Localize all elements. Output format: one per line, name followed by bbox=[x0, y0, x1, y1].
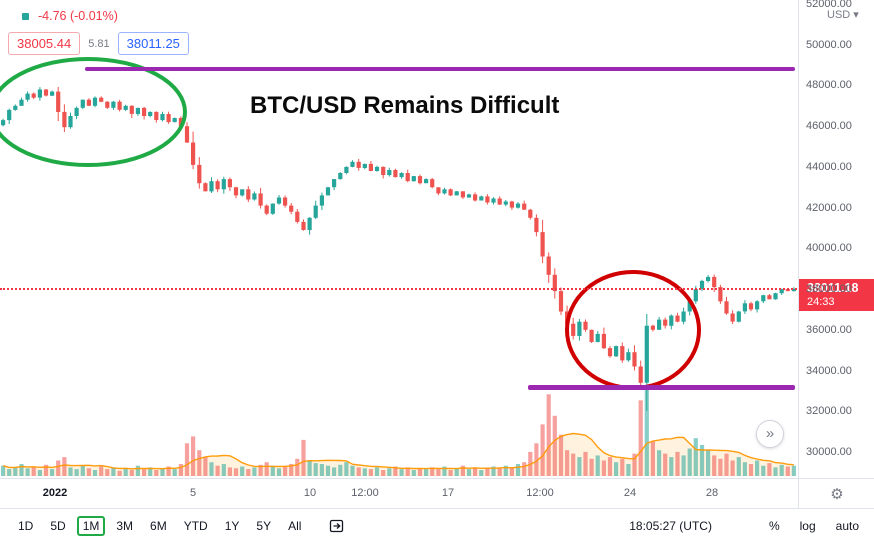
axis-corner-cell: ⚙ bbox=[798, 478, 874, 509]
chart-plot-area[interactable]: BTC/USD Remains Difficult -4.76 (-0.01%)… bbox=[0, 0, 798, 478]
range-button-1d[interactable]: 1D bbox=[12, 516, 39, 536]
series-marker-icon bbox=[22, 12, 29, 20]
price-axis-label: 52000.00 bbox=[806, 0, 852, 10]
price-axis[interactable]: USD ▾ 38011.18 24:33 52000.00 50000.00 480… bbox=[798, 0, 874, 478]
price-axis-label: 50000.00 bbox=[806, 39, 852, 51]
percent-scale-button[interactable]: % bbox=[766, 517, 783, 535]
time-axis-label: 10 bbox=[303, 487, 317, 499]
time-axis-label: 12:00 bbox=[526, 487, 554, 499]
spread-value: 5.81 bbox=[88, 37, 110, 50]
price-axis-label: 32000.00 bbox=[806, 405, 852, 417]
price-axis-label: 36000.00 bbox=[806, 324, 852, 336]
chevron-down-icon: ▾ bbox=[853, 9, 859, 21]
time-axis-label: 24 bbox=[623, 487, 637, 499]
range-button-1y[interactable]: 1Y bbox=[219, 516, 246, 536]
time-axis-label: 17 bbox=[441, 487, 455, 499]
range-button-5d[interactable]: 5D bbox=[44, 516, 71, 536]
clock-utc[interactable]: 18:05:27 (UTC) bbox=[629, 518, 712, 533]
support-line-annotation bbox=[528, 385, 795, 390]
currency-dropdown[interactable]: USD ▾ bbox=[827, 8, 859, 22]
time-axis-label: 2022 bbox=[42, 487, 68, 499]
bottom-toolbar: 1D 5D 1M 3M 6M YTD 1Y 5Y All 18:05:27 (UTC) % lo… bbox=[0, 508, 874, 542]
price-axis-label: 44000.00 bbox=[806, 161, 852, 173]
candlestick-volume-canvas[interactable] bbox=[0, 0, 798, 478]
price-axis-label: 34000.00 bbox=[806, 365, 852, 377]
price-axis-label: 30000.00 bbox=[806, 446, 852, 458]
log-scale-button[interactable]: log bbox=[797, 517, 819, 535]
range-button-1m[interactable]: 1M bbox=[77, 516, 106, 536]
range-button-all[interactable]: All bbox=[282, 516, 307, 536]
price-axis-label: 38000.00 bbox=[806, 283, 852, 295]
time-axis[interactable]: 2022 5 10 12:00 17 12:00 24 28 bbox=[0, 478, 798, 509]
range-button-6m[interactable]: 6M bbox=[144, 516, 173, 536]
time-axis-label: 28 bbox=[705, 487, 719, 499]
current-price-label: 38011.18 24:33 bbox=[799, 279, 874, 311]
price-change-text: -4.76 (-0.01%) bbox=[38, 9, 118, 23]
settings-gear-icon[interactable]: ⚙ bbox=[830, 486, 844, 503]
bid-ask-row: 38005.44 5.81 38011.25 bbox=[8, 32, 189, 55]
scroll-to-latest-button[interactable]: » bbox=[756, 420, 784, 448]
go-to-date-icon[interactable] bbox=[328, 517, 345, 534]
toolbar-right-group: 18:05:27 (UTC) % log auto bbox=[629, 517, 862, 535]
current-price-value: 38011.18 bbox=[807, 281, 859, 295]
price-change-row: -4.76 (-0.01%) bbox=[22, 9, 118, 23]
current-price-dotted-line bbox=[0, 288, 797, 290]
price-axis-label: 46000.00 bbox=[806, 120, 852, 132]
range-button-5y[interactable]: 5Y bbox=[250, 516, 277, 536]
buy-ask-button[interactable]: 38011.25 bbox=[117, 32, 189, 55]
sell-bid-button[interactable]: 38005.44 bbox=[8, 32, 81, 55]
price-axis-label: 48000.00 bbox=[806, 79, 852, 91]
price-axis-label: 42000.00 bbox=[806, 202, 852, 214]
auto-scale-button[interactable]: auto bbox=[833, 517, 862, 535]
price-axis-label: 40000.00 bbox=[806, 242, 852, 254]
range-button-ytd[interactable]: YTD bbox=[178, 516, 214, 536]
resistance-line-annotation bbox=[85, 67, 795, 71]
currency-label: USD bbox=[827, 8, 851, 21]
bar-countdown: 24:33 bbox=[807, 296, 835, 308]
chart-title-annotation: BTC/USD Remains Difficult bbox=[250, 92, 560, 119]
time-axis-label: 12:00 bbox=[351, 487, 379, 499]
range-button-3m[interactable]: 3M bbox=[110, 516, 139, 536]
time-axis-label: 5 bbox=[189, 487, 197, 499]
date-range-group: 1D 5D 1M 3M 6M YTD 1Y 5Y All bbox=[12, 516, 312, 536]
